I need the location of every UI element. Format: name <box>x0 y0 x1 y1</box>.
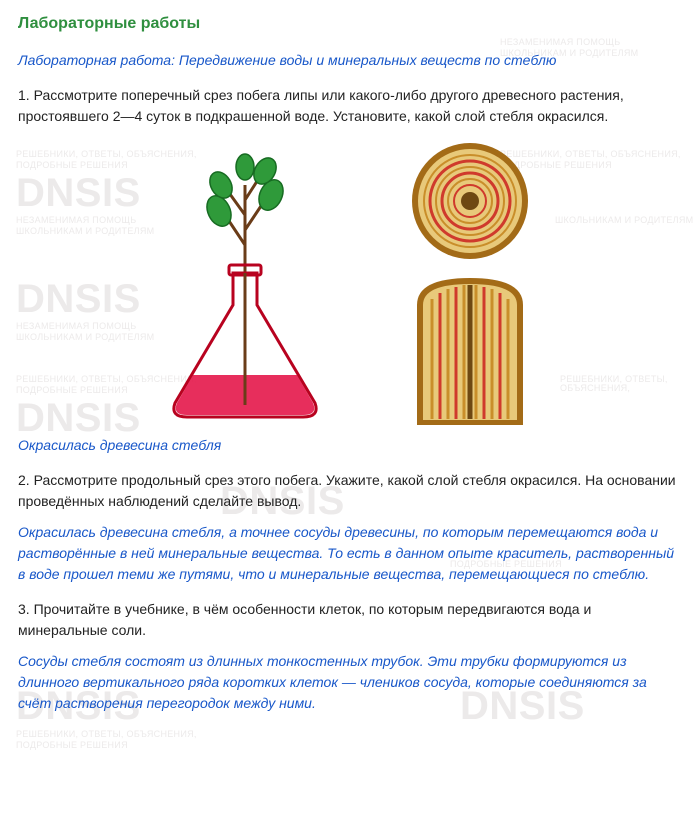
wm-text: РЕШЕБНИКИ, ОТВЕТЫ, ОБЪЯСНЕНИЯ, <box>16 730 197 739</box>
lab-subtitle: Лабораторная работа: Передвижение воды и… <box>18 50 682 71</box>
cross-section <box>410 141 530 261</box>
question-2: 2. Рассмотрите продольный срез этого поб… <box>18 470 682 512</box>
answer-1: Окрасилась древесина стебля <box>18 435 682 456</box>
wm-text: ПОДРОБНЫЕ РЕШЕНИЯ <box>16 741 128 750</box>
question-1: 1. Рассмотрите поперечный срез побега ли… <box>18 85 682 127</box>
flask-plant-figure <box>155 145 335 425</box>
longitudinal-section <box>410 275 530 425</box>
answer-2: Окрасилась древесина стебля, а точнее со… <box>18 522 682 585</box>
stem-sections-figure <box>395 141 545 425</box>
figure-row <box>18 141 682 425</box>
answer-3: Сосуды стебля состоят из длинных тонкост… <box>18 651 682 714</box>
section-title: Лабораторные работы <box>18 12 682 36</box>
document-content: Лабораторные работы Лабораторная работа:… <box>18 12 682 714</box>
question-3: 3. Прочитайте в учебнике, в чём особенно… <box>18 599 682 641</box>
